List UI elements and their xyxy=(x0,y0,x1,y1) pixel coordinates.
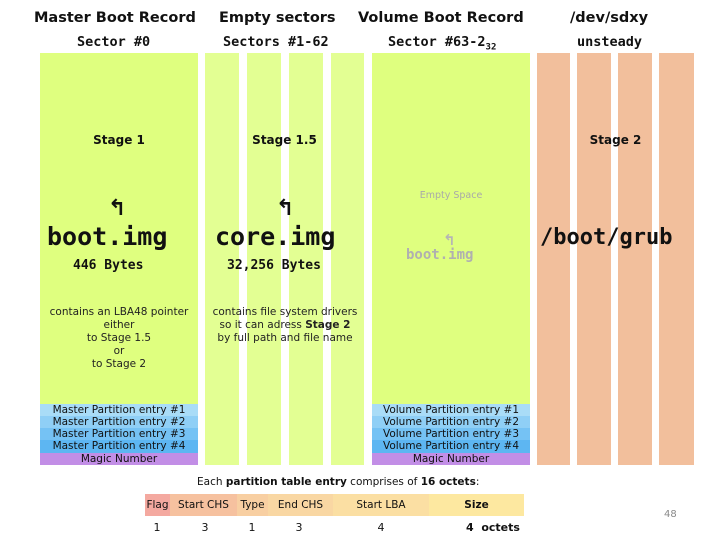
ptable-caption-bold: 16 octets xyxy=(420,476,476,488)
dev-title: /dev/sdxy xyxy=(570,10,649,26)
vbr-partition-entry-4: Volume Partition entry #4 xyxy=(372,440,530,453)
ptable-field-end-chs: End CHS xyxy=(268,494,333,516)
vbr-sector-exponent: 32 xyxy=(485,42,497,53)
core-stage-label: Stage 1.5 xyxy=(252,133,317,147)
dev-bar xyxy=(577,53,611,465)
mbr-size: 446 Bytes xyxy=(73,258,144,273)
ptable-caption-text: : xyxy=(475,476,480,488)
vbr-arrow-icon: ↰ xyxy=(443,231,456,249)
ptable-caption-text: Each xyxy=(197,476,226,488)
vbr-sector-text: Sector #63-2 xyxy=(388,34,486,50)
vbr-sector-label: Sector #63-232 xyxy=(388,34,496,53)
ptable-octets-label: octets xyxy=(481,521,520,534)
empty-sectors-label: Sectors #1-62 xyxy=(223,34,329,50)
empty-sector-bar xyxy=(331,53,364,465)
mbr-title: Master Boot Record xyxy=(34,10,196,26)
ptable-size-start-lba: 4 xyxy=(377,521,385,534)
empty-sector-bar xyxy=(247,53,281,465)
core-image-name: core.img xyxy=(215,222,336,251)
vbr-image-name: boot.img xyxy=(406,247,474,263)
dev-subtitle: unsteady xyxy=(577,34,643,50)
vbr-empty-space-label: Empty Space xyxy=(419,190,483,201)
dev-bar xyxy=(618,53,652,465)
mbr-stage-label: Stage 1 xyxy=(93,133,145,147)
mbr-description: contains an LBA48 pointer either to Stag… xyxy=(40,306,198,371)
dev-grub-path: /boot/grub xyxy=(540,225,673,250)
core-desc-line: so it can adress Stage 2 xyxy=(200,319,370,332)
ptable-size-size: 4 octets xyxy=(466,521,520,534)
vbr-partition-entry-3: Volume Partition entry #3 xyxy=(372,428,530,440)
mbr-arrow-icon: ↰ xyxy=(108,196,127,221)
ptable-field-start-chs: Start CHS xyxy=(170,494,237,516)
ptable-caption-bold: partition table entry xyxy=(225,476,347,488)
core-description: contains file system drivers so it can a… xyxy=(200,306,370,345)
dev-stage-label: Stage 2 xyxy=(589,133,642,147)
page-number: 48 xyxy=(664,509,677,520)
ptable-size-end-chs: 3 xyxy=(295,521,303,534)
mbr-partition-entry-2: Master Partition entry #2 xyxy=(40,416,198,428)
ptable-size-value: 4 xyxy=(466,521,474,534)
vbr-column xyxy=(372,53,530,465)
ptable-size-flag: 1 xyxy=(153,521,161,534)
ptable-size-type: 1 xyxy=(248,521,256,534)
ptable-caption: Each partition table entry comprises of … xyxy=(197,476,479,488)
core-desc-text: so it can adress xyxy=(219,319,306,331)
mbr-desc-line: either xyxy=(103,319,135,331)
ptable-caption-text: comprises of xyxy=(346,476,421,488)
vbr-partition-entry-1: Volume Partition entry #1 xyxy=(372,404,530,416)
ptable-field-flag: Flag xyxy=(145,494,170,516)
mbr-image-name: boot.img xyxy=(47,222,168,251)
dev-bar xyxy=(537,53,570,465)
core-desc-stage2: Stage 2 xyxy=(305,319,351,331)
empty-sector-bar xyxy=(289,53,323,465)
dev-bar xyxy=(659,53,694,465)
core-arrow-icon: ↰ xyxy=(276,196,295,221)
vbr-title: Volume Boot Record xyxy=(358,10,524,26)
vbr-partition-entry-2: Volume Partition entry #2 xyxy=(372,416,530,428)
mbr-desc-line: to Stage 1.5 xyxy=(86,332,152,344)
mbr-sector-label: Sector #0 xyxy=(77,34,151,50)
mbr-desc-line: to Stage 2 xyxy=(91,358,147,370)
mbr-magic-number: Magic Number xyxy=(40,453,198,465)
vbr-magic-number: Magic Number xyxy=(372,453,530,465)
core-size: 32,256 Bytes xyxy=(227,258,321,273)
mbr-partition-entry-4: Master Partition entry #4 xyxy=(40,440,198,453)
ptable-field-size: Size xyxy=(429,494,524,516)
empty-sectors-title: Empty sectors xyxy=(219,10,336,26)
ptable-field-start-lba: Start LBA xyxy=(333,494,429,516)
mbr-partition-entry-3: Master Partition entry #3 xyxy=(40,428,198,440)
mbr-desc-line: contains an LBA48 pointer xyxy=(49,306,189,318)
ptable-field-type: Type xyxy=(237,494,268,516)
core-desc-line: by full path and file name xyxy=(217,332,353,344)
ptable-size-start-chs: 3 xyxy=(201,521,209,534)
mbr-partition-entry-1: Master Partition entry #1 xyxy=(40,404,198,416)
mbr-desc-line: or xyxy=(113,345,125,357)
empty-sector-bar xyxy=(205,53,239,465)
core-desc-line: contains file system drivers xyxy=(212,306,358,318)
mbr-column xyxy=(40,53,198,465)
